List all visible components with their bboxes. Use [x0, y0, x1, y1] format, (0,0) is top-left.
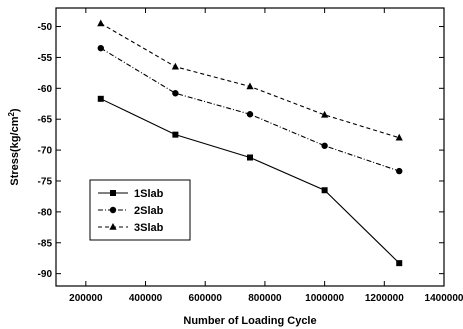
y-axis-label: Stress(kg/cm2)	[7, 108, 21, 186]
legend-label-3Slab: 3Slab	[134, 222, 164, 234]
legend-marker-3Slab	[109, 223, 117, 230]
data-point-1Slab	[321, 187, 328, 194]
data-point-3Slab	[321, 110, 329, 118]
y-tick-label: -55	[38, 53, 53, 64]
legend: 1Slab 2Slab 3Slab	[89, 179, 191, 241]
data-point-3Slab	[171, 62, 179, 70]
x-tick-label: 1400000	[425, 293, 463, 304]
data-point-1Slab	[247, 154, 253, 161]
x-tick-label: 1000000	[305, 293, 344, 304]
data-point-3Slab	[97, 19, 105, 27]
data-point-2Slab	[97, 44, 104, 52]
x-axis-label: Number of Loading Cycle	[183, 315, 316, 327]
data-point-1Slab	[97, 95, 104, 102]
data-point-2Slab	[396, 167, 403, 175]
x-tick-label: 800000	[248, 293, 282, 304]
data-point-2Slab	[172, 90, 179, 97]
series-layer	[97, 19, 403, 267]
legend-label-2Slab: 2Slab	[134, 205, 164, 217]
x-tick-label: 600000	[189, 293, 223, 304]
x-tick-label: 400000	[129, 293, 163, 304]
data-point-1Slab	[396, 260, 403, 267]
data-point-3Slab	[395, 133, 403, 141]
legend-marker-2Slab	[109, 206, 117, 214]
y-tick-label: -75	[38, 176, 53, 187]
series-line-2Slab	[100, 47, 400, 172]
data-point-2Slab	[321, 142, 328, 149]
legend-label-1Slab: 1Slab	[134, 188, 164, 200]
y-tick-label: -60	[38, 84, 53, 95]
y-tick-label: -65	[38, 115, 53, 126]
legend-items: 1Slab 2Slab 3Slab	[98, 188, 164, 234]
y-axis-ticks: -50 -55 -60 -65 -70 -75 -80 -85 -90	[38, 22, 444, 280]
data-point-3Slab	[246, 82, 254, 90]
x-tick-label: 1200000	[365, 293, 404, 304]
y-tick-label: -90	[38, 269, 53, 280]
legend-box	[89, 179, 191, 241]
y-tick-label: -80	[38, 207, 53, 218]
legend-marker-1Slab	[110, 190, 116, 196]
data-point-1Slab	[172, 131, 179, 138]
y-tick-label: -85	[38, 238, 53, 249]
x-tick-label: 200000	[69, 293, 103, 304]
x-axis-ticks: 200000 400000 600000 800000 1000000 1200000 14…	[69, 8, 463, 304]
data-point-2Slab	[246, 111, 254, 118]
y-tick-label: -70	[38, 146, 53, 157]
y-tick-label: -50	[38, 22, 53, 33]
plot-frame	[55, 7, 445, 287]
